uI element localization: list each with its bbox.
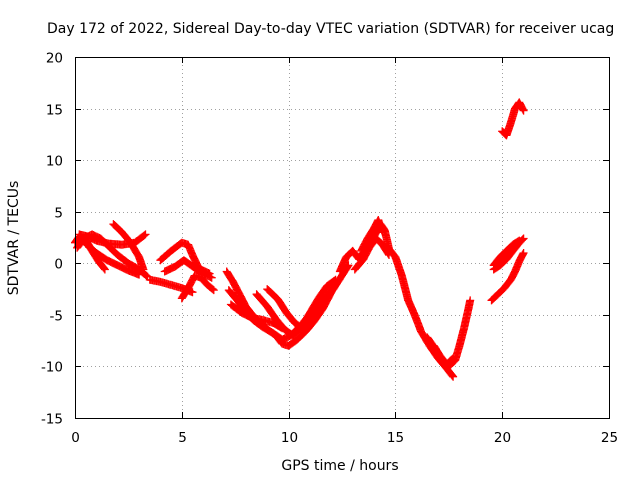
data-point [519, 106, 528, 115]
data-point [277, 323, 286, 332]
data-point [384, 249, 393, 258]
series-arc24 [498, 98, 528, 140]
series-arc20 [429, 341, 458, 369]
y-tick-label: 15 [46, 103, 63, 119]
plot-frame [75, 57, 610, 419]
chart-title: Day 172 of 2022, Sidereal Day-to-day VTE… [47, 21, 614, 37]
data-point [514, 237, 523, 246]
y-tick-label: -5 [50, 309, 63, 325]
data-point [518, 235, 527, 244]
data-point [518, 250, 527, 259]
x-tick-label: 20 [494, 430, 511, 446]
series-arc16 [350, 234, 393, 274]
data-point [207, 273, 216, 282]
series-arc21 [489, 234, 528, 274]
data-point [447, 355, 456, 364]
data-point [331, 275, 340, 284]
axis-ticks: 0 5 10 15 20 25 -15 -10 -5 0 5 10 15 20 [41, 51, 618, 447]
series-arc23 [489, 236, 524, 270]
data-point [519, 249, 528, 257]
x-tick-label: 25 [601, 430, 618, 446]
y-axis-label: SDTVAR / TECUs [6, 181, 22, 296]
series-arc14 [226, 300, 287, 333]
series-arc4 [81, 239, 144, 279]
series-arc13 [263, 285, 325, 334]
x-tick-label: 0 [71, 430, 80, 446]
data-point [135, 270, 144, 279]
data-point [139, 265, 148, 274]
data-point [385, 251, 393, 259]
data-point [449, 372, 458, 381]
y-tick-label: 20 [46, 51, 63, 67]
data-point [188, 288, 197, 297]
data-point [209, 286, 218, 295]
y-tick-label: -15 [41, 412, 63, 428]
y-tick-label: -10 [41, 360, 63, 376]
data-point [329, 284, 338, 292]
data-point [447, 370, 456, 379]
data-point [466, 296, 475, 305]
data-point [449, 354, 458, 363]
y-tick-label: 5 [54, 206, 63, 222]
data-point [278, 324, 287, 333]
data-point [100, 264, 109, 273]
series-arc9 [177, 271, 218, 303]
data-point [519, 234, 528, 243]
data-point [328, 285, 337, 294]
data-point [518, 105, 527, 114]
data-point [316, 300, 325, 309]
data-point [141, 230, 150, 239]
data-point [140, 231, 149, 240]
data-point [448, 355, 457, 364]
data-points [71, 98, 528, 381]
x-tick-label: 10 [281, 430, 298, 446]
x-tick-label: 5 [178, 430, 187, 446]
series-arc8 [160, 256, 216, 282]
x-axis-label: GPS time / hours [281, 458, 398, 474]
data-point [448, 371, 457, 380]
series-arc5 [109, 220, 148, 274]
data-point [330, 276, 339, 285]
data-point [315, 301, 324, 310]
series-arc7 [156, 238, 214, 278]
y-tick-label: 0 [54, 257, 63, 273]
y-tick-label: 10 [46, 154, 63, 170]
x-tick-label: 15 [387, 430, 404, 446]
data-point [515, 236, 524, 245]
data-point [100, 265, 109, 274]
data-point [208, 285, 217, 294]
series-arc22 [487, 249, 528, 305]
series-arc17 [357, 216, 387, 255]
data-point [378, 228, 387, 237]
gridlines [75, 57, 609, 418]
